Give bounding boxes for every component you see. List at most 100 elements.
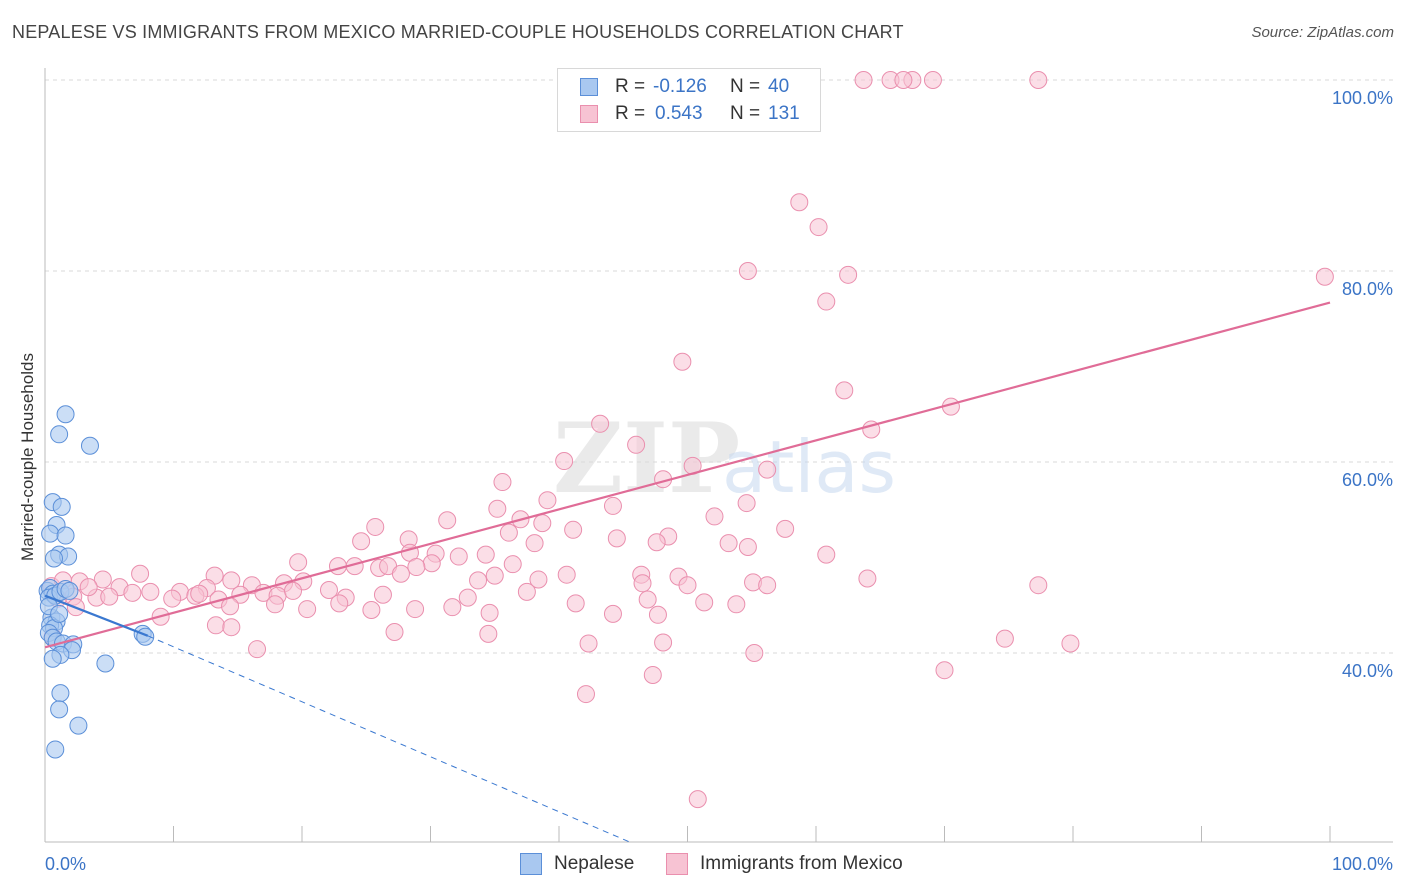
data-point-mexico [499,523,518,542]
data-point-mexico [738,262,757,280]
data-point-mexico [248,640,267,659]
data-point-mexico [923,71,942,89]
data-point-nepalese [56,405,75,424]
data-point-nepalese [52,497,71,516]
data-point-nepalese [56,526,75,545]
axes [44,68,1393,843]
trend-lines [44,301,1331,843]
data-point-mexico [705,507,724,526]
data-point-mexico [566,594,585,613]
data-point-mexico [438,511,457,530]
data-point-mexico [406,600,425,619]
data-point-mexico [538,491,557,510]
legend-r-value: 0.543 [655,103,703,124]
data-point-mexico [790,193,809,212]
data-point-mexico [695,593,714,612]
bottom-legend-label-mexico: Immigrants from Mexico [700,853,903,874]
chart-title: NEPALESE VS IMMIGRANTS FROM MEXICO MARRI… [12,22,904,42]
data-point-mexico [533,514,552,533]
data-point-mexico [469,571,488,590]
data-point-mexico [1315,267,1334,286]
x-tick-label: 100.0% [1332,854,1393,874]
data-point-mexico [835,381,854,400]
grid-lines [45,79,1393,654]
data-point-mexico [488,499,507,518]
y-tick-label: 80.0% [1342,279,1393,299]
y-tick-label: 100.0% [1332,88,1393,108]
data-point-mexico [643,665,662,684]
data-point-mexico [503,555,522,574]
data-point-nepalese [50,425,69,444]
data-point-mexico [298,600,317,619]
data-point-mexico [284,581,303,600]
source-label: Source: ZipAtlas.com [1251,24,1394,41]
tick-labels: 40.0% 60.0% 80.0% 100.0% 0.0% 100.0% [45,88,1393,874]
nepalese-points [38,405,155,759]
data-point-mexico [362,601,381,620]
data-point-mexico [352,532,371,551]
trend-line-mexico [44,301,1331,649]
data-point-mexico [458,588,477,607]
data-point-nepalese [69,716,88,735]
data-point-mexico [745,644,764,662]
data-point-mexico [737,494,756,513]
trend-line-nepalese [44,594,149,637]
data-point-mexico [79,578,98,597]
correlation-legend: R = -0.126 N = 40 R = 0.543 N = 131 [557,68,821,132]
data-point-mexico [638,590,657,609]
watermark-zip: ZIP [553,402,740,515]
data-point-mexico [493,473,512,492]
legend-swatch-nepalese [580,78,598,96]
bottom-legend-swatch-nepalese [520,853,542,875]
data-point-nepalese [80,436,99,455]
legend-swatch-mexico [580,105,598,123]
data-point-mexico [633,574,652,593]
data-point-mexico [123,583,142,602]
data-point-mexico [1029,576,1048,595]
data-point-mexico [391,564,410,583]
data-point-mexico [817,292,836,311]
data-point-nepalese [60,581,79,600]
data-point-mexico [479,624,498,643]
data-point-mexico [443,598,462,617]
data-point-mexico [894,71,913,89]
data-point-mexico [476,545,495,564]
data-point-mexico [141,582,160,601]
legend-n-value: 131 [768,103,800,124]
data-point-mexico [385,622,404,641]
data-point-mexico [480,603,499,622]
y-tick-label: 60.0% [1342,470,1393,490]
data-point-mexico [93,570,112,589]
legend-r-value: -0.126 [653,76,707,97]
data-point-mexico [206,616,225,635]
data-point-mexico [727,595,746,614]
data-point-nepalese [96,654,115,673]
data-point-mexico [131,564,150,583]
x-tick-label: 0.0% [45,854,86,874]
data-point-mexico [817,545,836,564]
data-point-mexico [935,661,954,680]
data-point-mexico [627,435,646,454]
data-point-mexico [654,633,673,652]
data-point-mexico [222,618,241,637]
data-point-mexico [591,414,610,433]
data-point-mexico [555,452,574,471]
data-point-mexico [603,496,622,515]
data-point-mexico [607,529,626,548]
y-tick-label: 40.0% [1342,661,1393,681]
y-axis-label: Married-couple Households [18,353,37,561]
data-point-mexico [854,71,873,89]
data-point-mexico [564,520,583,539]
legend-n-value: 40 [768,76,790,97]
data-point-mexico [688,790,707,809]
data-point-mexico [995,629,1014,648]
legend-n-label: N = [730,103,761,124]
bottom-legend-label-nepalese: Nepalese [554,853,635,874]
data-point-mexico [517,582,536,601]
data-point-nepalese [44,549,63,568]
data-point-mexico [647,533,666,552]
data-point-mexico [758,576,777,595]
data-point-mexico [289,553,308,572]
legend-n-label: N = [730,76,761,97]
